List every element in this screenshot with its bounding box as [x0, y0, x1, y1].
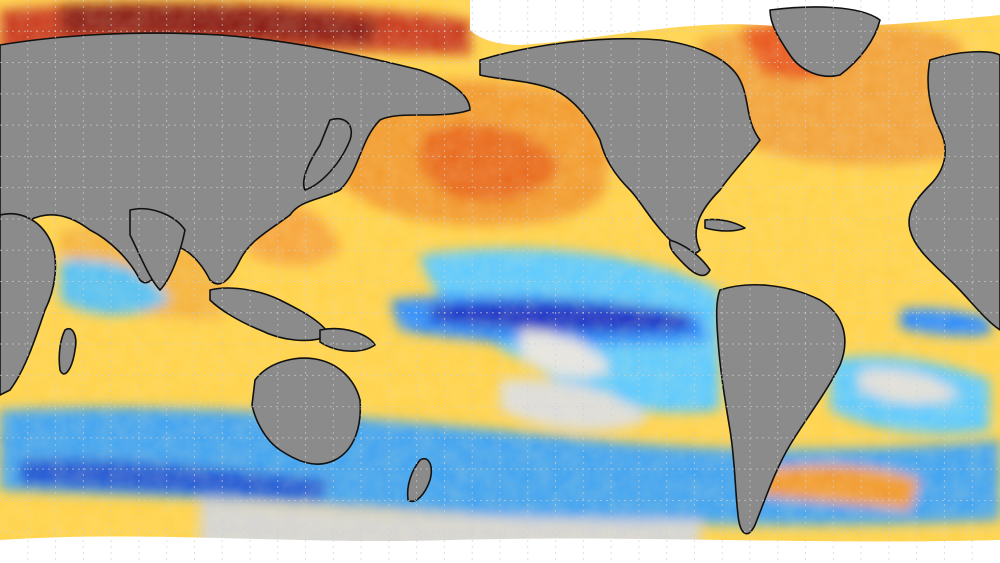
land-madagascar	[58, 328, 77, 375]
arctic-ice-cap	[470, 0, 1000, 45]
land-japan	[302, 118, 352, 191]
land-layer	[0, 6, 1000, 535]
land-africa-east	[0, 213, 57, 396]
land-caribbean-islands	[704, 218, 746, 232]
land-north-america	[479, 37, 761, 255]
land-greenland	[769, 6, 881, 77]
land-europe-west-africa	[908, 50, 1000, 331]
land-new-guinea	[319, 327, 376, 352]
land-new-zealand	[406, 458, 433, 502]
antarctic-ice-edge	[0, 536, 1000, 563]
land-indian-subcontinent	[129, 207, 186, 291]
land-central-america	[668, 239, 711, 277]
land-eurasia	[0, 32, 471, 285]
land-south-america	[715, 284, 846, 535]
